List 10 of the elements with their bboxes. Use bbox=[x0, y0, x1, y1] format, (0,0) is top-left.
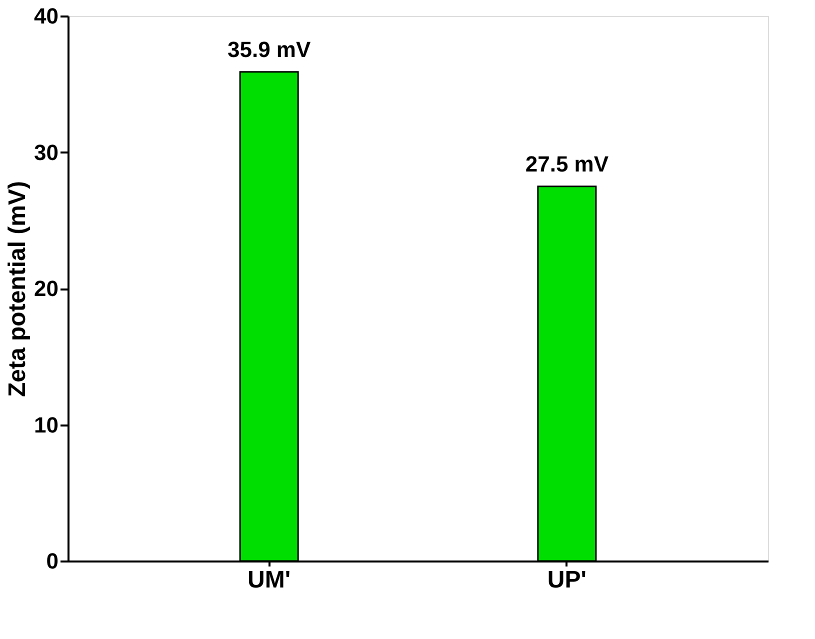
y-tick-label: 30 bbox=[34, 140, 58, 165]
y-axis-title: Zeta potential (mV) bbox=[4, 180, 32, 398]
y-tick-label: 0 bbox=[46, 548, 58, 574]
y-tick-label: 10 bbox=[34, 412, 58, 438]
x-tick-label: UP' bbox=[547, 566, 586, 594]
y-tick-label: 40 bbox=[34, 4, 58, 28]
x-tick-label: UM' bbox=[248, 566, 291, 594]
data-label: 27.5 mV bbox=[525, 151, 609, 176]
data-label: 35.9 mV bbox=[227, 36, 311, 62]
y-tick-label: 20 bbox=[34, 276, 58, 301]
